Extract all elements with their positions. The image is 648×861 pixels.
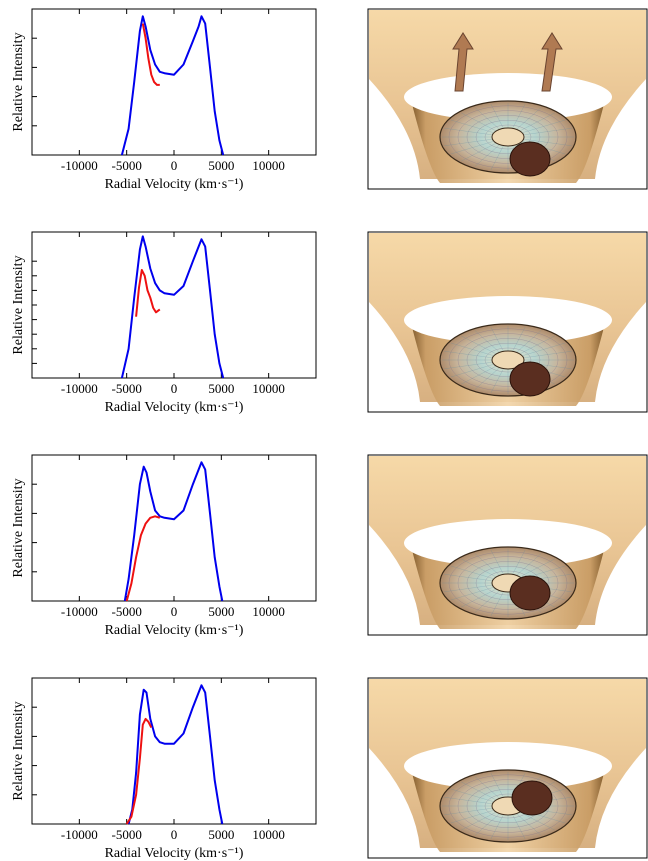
disk-illustration-2 bbox=[367, 231, 648, 413]
x-tick-label: 5000 bbox=[208, 158, 234, 173]
x-tick-label: -10000 bbox=[61, 604, 98, 619]
spectrum-panel-1: -10000 -5000 0 5000 10000 Radial Velocity (km… bbox=[11, 8, 317, 192]
outflow-arrow bbox=[452, 32, 474, 92]
series-line-red bbox=[141, 23, 160, 86]
x-tick-label: -10000 bbox=[61, 381, 98, 396]
dust-clump bbox=[509, 361, 551, 397]
dust-clump bbox=[511, 780, 553, 816]
x-tick-label: -5000 bbox=[111, 158, 141, 173]
spectrum-panel-4: -10000 -5000 0 5000 10000 Radial Velocity (km… bbox=[11, 677, 317, 861]
spectrum-panel-3: -10000 -5000 0 5000 10000 Radial Velocity (km… bbox=[11, 454, 317, 638]
y-axis-label: Relative Intensity bbox=[11, 701, 26, 800]
central-star bbox=[491, 127, 525, 147]
x-axis-label: Radial Velocity (km·s⁻¹) bbox=[105, 400, 244, 415]
x-tick-label: 0 bbox=[171, 827, 178, 842]
x-tick-label: 10000 bbox=[252, 827, 285, 842]
x-tick-label: -10000 bbox=[61, 158, 98, 173]
x-tick-label: -5000 bbox=[111, 381, 141, 396]
x-tick-label: 10000 bbox=[252, 604, 285, 619]
disk-illustration-4 bbox=[367, 677, 648, 859]
y-axis-label: Relative Intensity bbox=[11, 478, 26, 577]
x-tick-label: 5000 bbox=[208, 604, 234, 619]
x-tick-label: -10000 bbox=[61, 827, 98, 842]
series-line-blue bbox=[127, 684, 224, 825]
x-tick-label: 10000 bbox=[252, 158, 285, 173]
x-tick-label: 0 bbox=[171, 604, 178, 619]
funnel-opening bbox=[404, 519, 612, 567]
series-line-blue bbox=[120, 15, 225, 156]
series-line-red bbox=[125, 717, 153, 825]
outflow-arrow bbox=[541, 32, 563, 92]
plot-frame bbox=[31, 454, 317, 602]
x-axis-label: Radial Velocity (km·s⁻¹) bbox=[105, 846, 244, 861]
central-star bbox=[491, 350, 525, 370]
funnel-opening bbox=[404, 742, 612, 790]
funnel-opening bbox=[404, 296, 612, 344]
x-axis-label: Radial Velocity (km·s⁻¹) bbox=[105, 177, 244, 192]
spectrum-panel-2: -10000 -5000 0 5000 10000 Radial Velocity (km… bbox=[11, 231, 317, 415]
x-tick-label: 0 bbox=[171, 158, 178, 173]
y-axis-label: Relative Intensity bbox=[11, 255, 26, 354]
x-tick-label: -5000 bbox=[111, 827, 141, 842]
plot-frame bbox=[31, 677, 317, 825]
disk-illustration-3 bbox=[367, 454, 648, 636]
x-tick-label: 5000 bbox=[208, 381, 234, 396]
series-line-red bbox=[135, 269, 161, 317]
x-tick-label: 10000 bbox=[252, 381, 285, 396]
x-tick-label: 5000 bbox=[208, 827, 234, 842]
series-line-blue bbox=[123, 461, 224, 602]
plot-frame bbox=[31, 8, 317, 156]
disk-illustration-1 bbox=[367, 8, 648, 190]
plot-frame bbox=[31, 231, 317, 379]
dust-clump bbox=[509, 141, 551, 177]
series-line-blue bbox=[120, 235, 225, 379]
x-tick-label: -5000 bbox=[111, 604, 141, 619]
series-line-red bbox=[125, 515, 161, 602]
x-tick-label: 0 bbox=[171, 381, 178, 396]
x-axis-label: Radial Velocity (km·s⁻¹) bbox=[105, 623, 244, 638]
dust-clump bbox=[509, 575, 551, 611]
y-axis-label: Relative Intensity bbox=[11, 32, 26, 131]
